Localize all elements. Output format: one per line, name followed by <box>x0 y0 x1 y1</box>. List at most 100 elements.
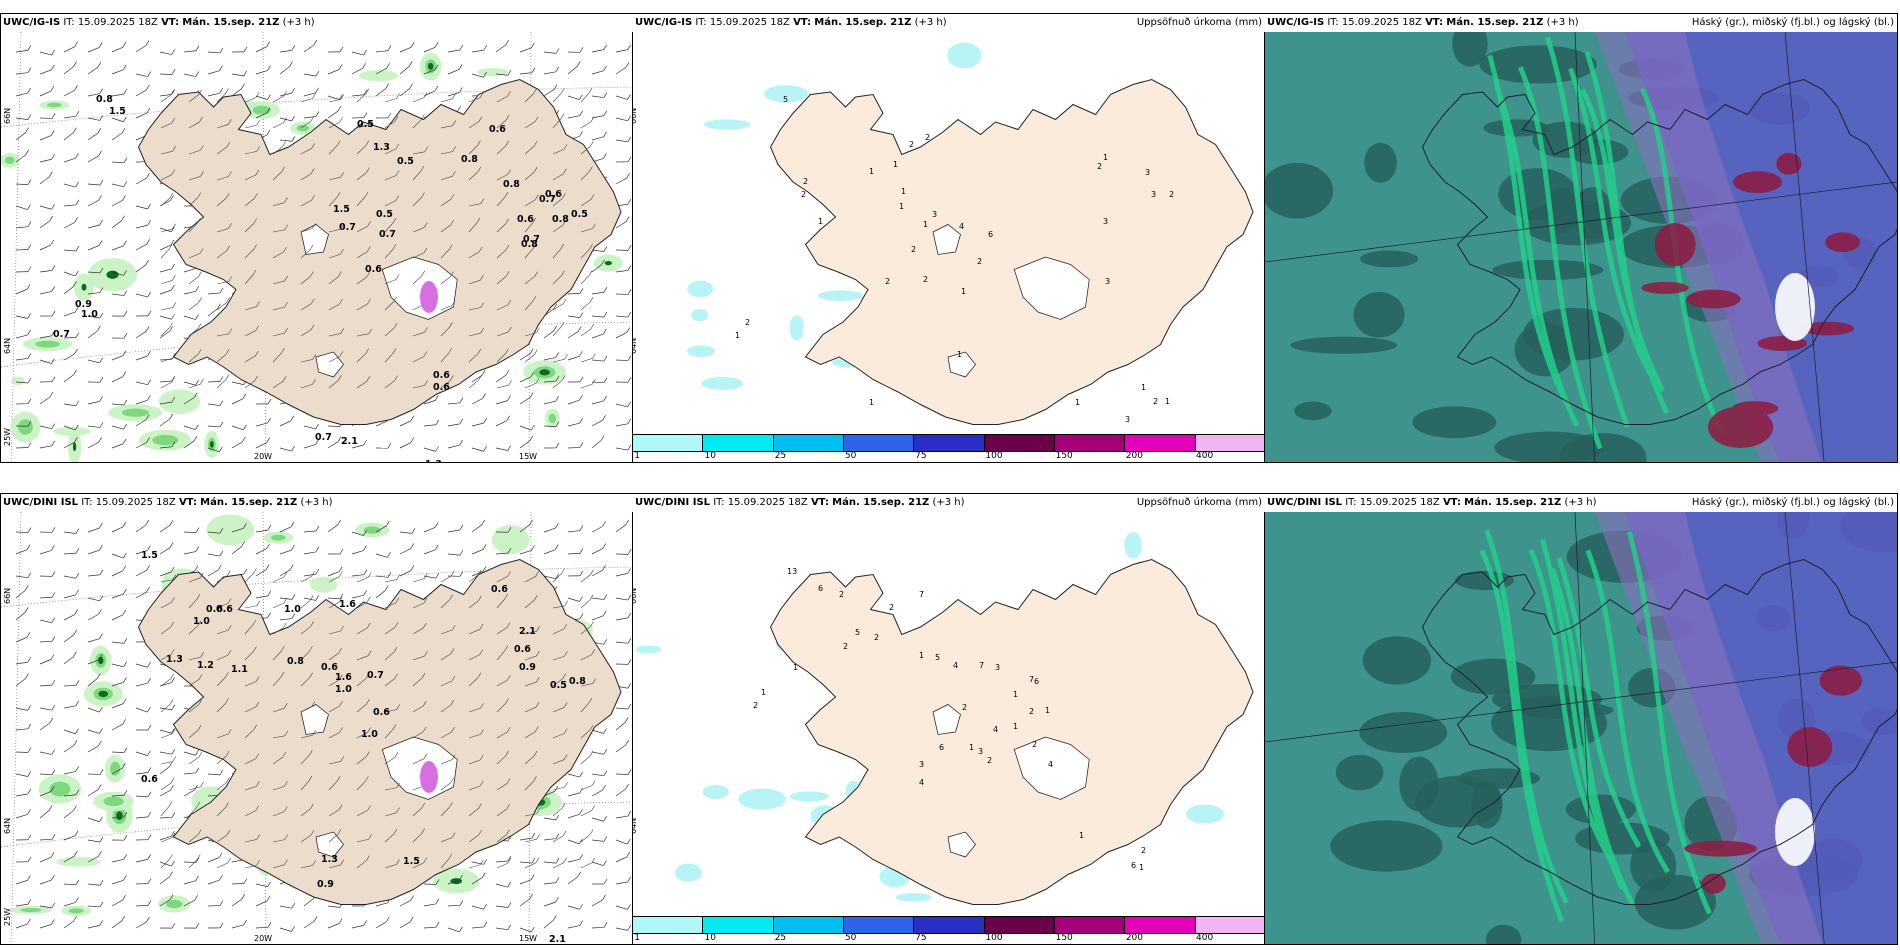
precip-value: 1 <box>1165 397 1170 406</box>
gust-value: 1.3 <box>166 654 183 665</box>
gust-value: 0.8 <box>96 94 113 105</box>
gust-value-labels: 0.81.50.51.30.80.61.50.70.50.70.60.50.80… <box>53 94 588 462</box>
precip-value: 1 <box>1013 722 1018 731</box>
colorbar-tick-label: 10 <box>704 933 716 943</box>
cloud-map-panel-row1: UWC/IG-IS IT: 15.09.2025 18Z VT: Mán. 15… <box>1264 13 1898 463</box>
colorbar-swatch <box>843 917 915 933</box>
precip-value: 2 <box>753 701 758 710</box>
gust-value: 1.2 <box>197 660 214 671</box>
precip-value: 5 <box>855 628 860 637</box>
wind-map: 0.8 1.5 0.5 1.3 0.8 0.6 1.5 0.7 0.5 0.7 0.6 0.5 0.8 0… <box>1 32 633 462</box>
precip-value: 3 <box>1151 190 1156 199</box>
colorbar-labels: 1 10 25 50 75 100 150 200 400 <box>633 933 1265 944</box>
cloud-map-panel-row2: UWC/DINI ISL IT: 15.09.2025 18Z VT: Mán.… <box>1264 493 1898 945</box>
panel-header: UWC/IG-IS IT: 15.09.2025 18Z VT: Mán. 15… <box>633 14 1265 32</box>
precip-value: 1 <box>1103 153 1108 162</box>
precip-value: 5 <box>935 653 940 662</box>
precip-colorbar: 1 10 25 50 75 100 150 200 400 <box>633 916 1265 944</box>
gust-value: 0.7 <box>539 194 556 205</box>
high-cloud-cores <box>1684 665 1863 894</box>
colorbar-swatch <box>703 435 774 451</box>
precip-value: 2 <box>1141 846 1146 855</box>
precip-value: 6 <box>988 230 993 239</box>
vt-value: Mán. 15.sep. 21Z <box>1464 497 1562 508</box>
lat-label-66n: 66N <box>3 587 12 604</box>
gust-value: 2.1 <box>519 626 536 637</box>
precip-value: 1 <box>1139 863 1144 872</box>
gust-value: 1.5 <box>333 204 350 215</box>
colorbar-swatch <box>914 435 985 451</box>
vt-value: Mán. 15.sep. 21Z <box>1446 17 1544 28</box>
gust-value: 0.5 <box>376 209 393 220</box>
precip-value: 4 <box>919 778 924 787</box>
gust-value: 1.3 <box>425 459 442 462</box>
precip-value: 7 <box>1029 675 1034 684</box>
colorbar-tick-label: 25 <box>774 451 787 461</box>
gust-value: 0.8 <box>521 239 538 250</box>
gust-value: 0.5 <box>397 156 414 167</box>
gust-value: 0.6 <box>489 124 506 135</box>
colorbar-tick-label: 10 <box>704 451 716 461</box>
precip-value: 2 <box>923 275 928 284</box>
colorbar-swatch <box>1125 917 1196 933</box>
precip-value: 2 <box>803 177 808 186</box>
lon-label-15w: 15W <box>519 934 538 943</box>
precip-value: 5 <box>783 95 788 104</box>
lat-label-66n: 66N <box>3 107 12 124</box>
colorbar-swatches <box>633 434 1265 452</box>
panel-header: UWC/IG-IS IT: 15.09.2025 18Z VT: Mán. 15… <box>1265 14 1897 32</box>
lead-time: (+3 h) <box>300 497 333 508</box>
it-label: IT: <box>695 17 707 28</box>
colorbar-swatch <box>773 917 844 933</box>
it-label: IT: <box>1327 17 1339 28</box>
cloud-map <box>1265 32 1897 462</box>
vt-label: VT: <box>178 497 197 508</box>
gust-value-labels: 1.50.60.61.01.31.2 1.11.0 1.60.80.61.6 0.71… <box>141 550 586 944</box>
precip-value: 1 <box>1013 690 1018 699</box>
heavy-precip-patch <box>420 281 438 313</box>
precip-value: 6 <box>939 743 944 752</box>
lat-label-66n-right: 66N <box>632 107 638 124</box>
gust-value: 1.5 <box>403 856 420 867</box>
precip-value: 1 <box>901 187 906 196</box>
it-value: 15.09.2025 18Z <box>709 17 790 28</box>
colorbar-tick-label: 50 <box>844 933 857 943</box>
lead-time: (+3 h) <box>932 497 965 508</box>
clear-sky-patch <box>1775 798 1815 866</box>
gust-value: 1.6 <box>335 672 352 683</box>
precip-value: 1 <box>923 220 928 229</box>
gust-value: 0.6 <box>491 584 508 595</box>
precip-value: 3 <box>1125 415 1130 424</box>
gust-value: 1.3 <box>373 142 390 153</box>
vt-value: Mán. 15.sep. 21Z <box>200 497 298 508</box>
precip-value: 7 <box>919 590 924 599</box>
gust-value: 2.1 <box>341 436 358 447</box>
gust-value: 0.6 <box>216 604 233 615</box>
gust-value: 1.1 <box>231 664 248 675</box>
gust-value: 1.0 <box>81 309 98 320</box>
mid-cloud-contours <box>1487 36 1725 450</box>
gust-value: 0.8 <box>287 656 304 667</box>
gust-value: 0.6 <box>373 707 390 718</box>
precip-value: 6 <box>1131 861 1136 870</box>
it-value: 15.09.2025 18Z <box>727 497 808 508</box>
gust-value: 0.7 <box>53 329 70 340</box>
colorbar-swatch <box>984 435 1055 451</box>
precip-value: 2 <box>925 133 930 142</box>
precip-value: 1 <box>761 688 766 697</box>
gust-value: 1.0 <box>193 616 210 627</box>
heavy-precip-patch <box>420 761 438 793</box>
colorbar-swatch <box>843 435 915 451</box>
vt-label: VT: <box>1425 17 1444 28</box>
precip-value: 1 <box>869 398 874 407</box>
gust-value: 1.0 <box>284 604 301 615</box>
lat-label-64n: 64N <box>3 337 12 354</box>
precip-map-panel-row1: UWC/IG-IS IT: 15.09.2025 18Z VT: Mán. 15… <box>632 13 1266 463</box>
precip-value: 1 <box>869 167 874 176</box>
lat-label-64n: 64N <box>3 817 12 834</box>
colorbar-tick-label: 150 <box>1055 451 1073 461</box>
it-label: IT: <box>1345 497 1357 508</box>
it-value: 15.09.2025 18Z <box>95 497 176 508</box>
clear-sky-patch <box>1775 273 1815 341</box>
